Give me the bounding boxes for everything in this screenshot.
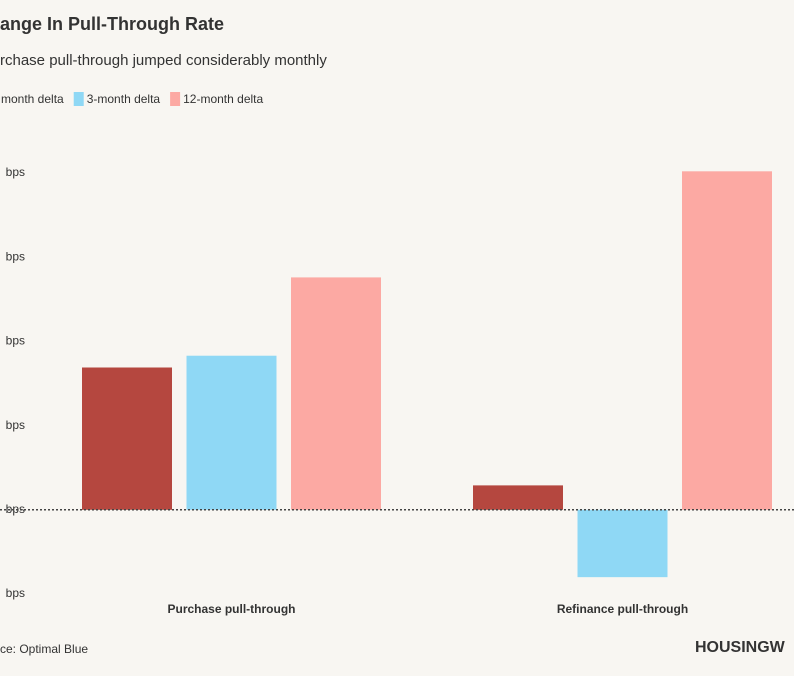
bar [473, 485, 563, 510]
source: ce: Optimal Blue [0, 642, 88, 656]
y-tick-label: bps [6, 165, 25, 179]
chart-title: ange In Pull-Through Rate [0, 14, 224, 34]
y-tick-label: bps [6, 502, 25, 516]
legend-label: 3-month delta [87, 92, 161, 106]
y-tick-label: bps [6, 586, 25, 600]
legend-label: month delta [1, 92, 64, 106]
legend-swatch [73, 92, 84, 106]
bar [577, 509, 668, 578]
bar [682, 171, 772, 510]
chart-subtitle: rchase pull-through jumped considerably … [0, 52, 327, 69]
legend-label: 12-month delta [183, 92, 263, 106]
y-tick-label: bps [6, 418, 25, 432]
x-tick-label: Refinance pull-through [557, 602, 688, 616]
bar [82, 367, 172, 510]
bar [291, 277, 381, 510]
y-tick-label: bps [6, 334, 25, 348]
bar [186, 355, 277, 510]
logo: HOUSINGW [695, 639, 786, 656]
legend-swatch [170, 92, 181, 106]
y-tick-label: bps [6, 249, 25, 263]
x-tick-label: Purchase pull-through [167, 602, 295, 616]
